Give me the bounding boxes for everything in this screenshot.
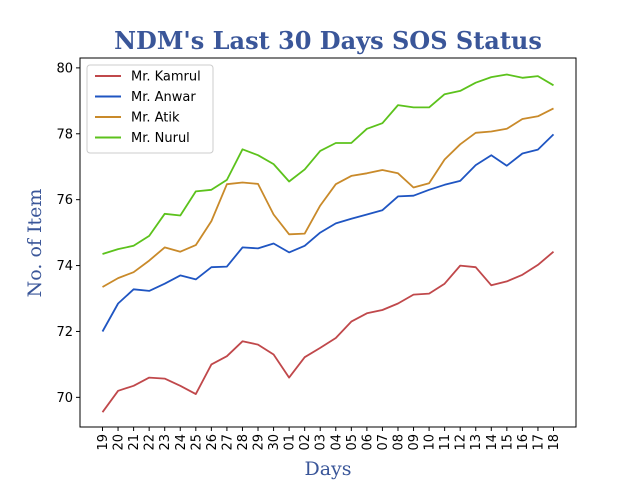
legend-label: Mr. Anwar: [131, 90, 196, 105]
legend: Mr. Kamrul Mr. Anwar Mr. Atik Mr. Nurul: [86, 64, 214, 154]
y-tick-label: 74: [56, 259, 73, 274]
x-tick-label: 05: [345, 434, 360, 451]
y-tick-label: 72: [56, 325, 73, 340]
legend-label: Mr. Nurul: [131, 131, 190, 146]
x-axis: 19 20 21 22 23 24 25 26 27 28 29 30 01 02 03 04 05 06 07 08…: [96, 427, 562, 451]
x-tick-label: 25: [189, 434, 204, 451]
y-tick-label: 76: [56, 193, 73, 208]
x-tick-label: 20: [112, 434, 127, 451]
y-axis-label: No. of Item: [24, 189, 46, 298]
series-line: [101, 251, 555, 413]
x-tick-label: 06: [360, 434, 375, 451]
series-line: [102, 107, 554, 288]
legend-frame: [86, 64, 214, 154]
y-tick-label: 80: [56, 61, 73, 76]
chart-title: NDM's Last 30 Days SOS Status: [114, 26, 542, 55]
series-layer: [101, 73, 555, 413]
y-tick-label: 70: [56, 391, 73, 406]
x-tick-label: 10: [423, 434, 438, 451]
x-tick-label: 08: [391, 434, 406, 451]
x-tick-label: 17: [531, 434, 546, 451]
x-tick-label: 18: [547, 434, 562, 451]
plot-area: [79, 57, 577, 428]
x-tick-label: 01: [283, 434, 298, 451]
x-tick-label: 22: [143, 434, 158, 451]
x-tick-label: 30: [267, 434, 282, 451]
series-line: [101, 133, 555, 332]
x-tick-label: 19: [96, 434, 111, 451]
x-tick-label: 02: [298, 434, 313, 451]
x-tick-label: 12: [454, 434, 469, 451]
x-tick-label: 23: [158, 434, 173, 451]
x-tick-label: 27: [220, 434, 235, 451]
x-tick-label: 03: [314, 434, 329, 451]
legend-label: Mr. Kamrul: [131, 70, 201, 85]
y-tick-label: 78: [56, 127, 73, 142]
x-tick-label: 26: [205, 434, 220, 451]
x-tick-label: 13: [469, 434, 484, 451]
x-tick-label: 14: [485, 434, 500, 451]
legend-label: Mr. Atik: [131, 111, 180, 126]
x-tick-label: 09: [407, 434, 422, 451]
x-tick-label: 15: [500, 434, 515, 451]
x-tick-label: 21: [127, 434, 142, 451]
x-tick-label: 04: [329, 434, 344, 451]
x-tick-label: 11: [438, 434, 453, 451]
x-tick-label: 07: [376, 434, 391, 451]
series-line: [102, 73, 554, 255]
x-tick-label: 29: [252, 434, 267, 451]
y-axis: 70 72 74 76 78 80: [56, 61, 80, 406]
x-tick-label: 16: [516, 434, 531, 451]
x-tick-label: 28: [236, 434, 251, 451]
x-tick-label: 24: [174, 434, 189, 451]
x-axis-label: Days: [304, 458, 351, 480]
